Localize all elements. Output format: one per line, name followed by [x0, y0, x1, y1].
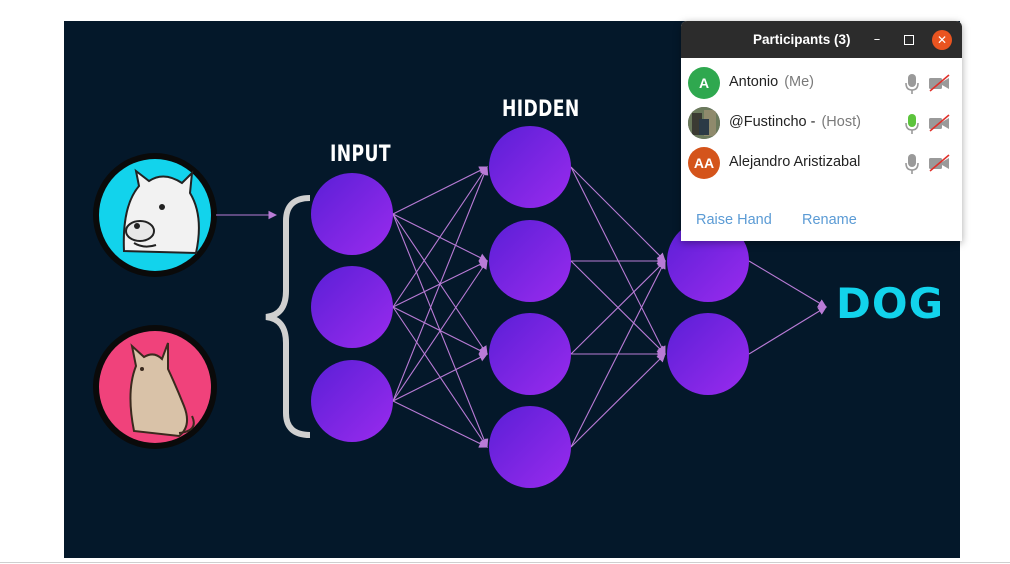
participant-row[interactable]: @Fustincho - (Host)	[681, 103, 962, 143]
neural-network-diagram	[93, 126, 827, 488]
dog-image	[93, 153, 217, 277]
avatar: AA	[688, 147, 720, 179]
avatar	[688, 107, 720, 139]
title-bar[interactable]: Participants (3) – ✕	[681, 21, 962, 58]
divider	[0, 562, 1010, 563]
hidden-node	[489, 126, 571, 208]
connection-arrow	[392, 166, 488, 215]
close-icon[interactable]: ✕	[932, 30, 952, 50]
camera-off-icon[interactable]	[928, 154, 950, 172]
camera-off-icon[interactable]	[928, 114, 950, 132]
participant-name: Antonio (Me)	[729, 74, 814, 90]
input-brace	[265, 195, 311, 438]
window-title: Participants (3)	[753, 32, 851, 47]
connection-arrow	[392, 400, 488, 448]
hidden-node	[489, 313, 571, 395]
connection-arrow	[570, 260, 666, 355]
minimize-icon[interactable]: –	[873, 32, 881, 47]
hidden-node	[489, 406, 571, 488]
cat-image	[93, 325, 217, 449]
connection-lines	[392, 165, 827, 449]
input-node	[311, 173, 393, 255]
connection-arrow	[392, 166, 488, 308]
connection-arrow	[392, 260, 488, 402]
connection-arrow	[570, 260, 666, 448]
output-label: DOG	[836, 279, 945, 328]
output-node	[667, 313, 749, 395]
participant-role: (Me)	[784, 74, 814, 90]
mic-muted-icon[interactable]	[904, 73, 920, 95]
rename-button[interactable]: Rename	[802, 212, 857, 228]
input-node	[311, 266, 393, 348]
participant-row[interactable]: A Antonio (Me)	[681, 63, 962, 103]
hidden-layer-label: HIDDEN	[502, 97, 580, 122]
camera-off-icon[interactable]	[928, 74, 950, 92]
maximize-icon[interactable]	[899, 30, 919, 50]
avatar-photo	[688, 107, 720, 139]
participant-row[interactable]: AA Alejandro Aristizabal	[681, 143, 962, 183]
output-arrow	[748, 260, 827, 308]
input-node	[311, 360, 393, 442]
connection-arrow	[570, 166, 666, 262]
avatar: A	[688, 67, 720, 99]
participants-window: Participants (3) – ✕ A Antonio (Me) @Fust…	[681, 21, 962, 241]
output-arrow	[748, 306, 827, 355]
connection-arrow	[392, 353, 488, 402]
mic-muted-icon[interactable]	[904, 153, 920, 175]
mic-active-icon[interactable]	[904, 113, 920, 135]
participant-role: (Host)	[821, 114, 861, 130]
connection-arrow	[570, 353, 666, 448]
participant-name: Alejandro Aristizabal	[729, 154, 861, 170]
connection-arrow	[392, 165, 489, 402]
input-layer-label: INPUT	[330, 142, 391, 167]
hidden-node	[489, 220, 571, 302]
participant-name: @Fustincho - (Host)	[729, 114, 861, 130]
raise-hand-button[interactable]: Raise Hand	[696, 212, 772, 228]
